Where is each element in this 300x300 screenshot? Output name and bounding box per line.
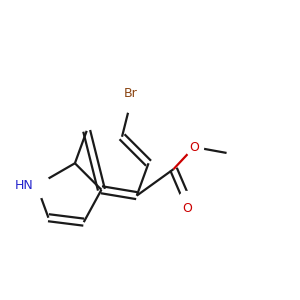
Text: O: O bbox=[182, 202, 192, 214]
Text: O: O bbox=[189, 141, 199, 154]
Text: HN: HN bbox=[15, 179, 34, 192]
Text: Br: Br bbox=[124, 87, 138, 100]
